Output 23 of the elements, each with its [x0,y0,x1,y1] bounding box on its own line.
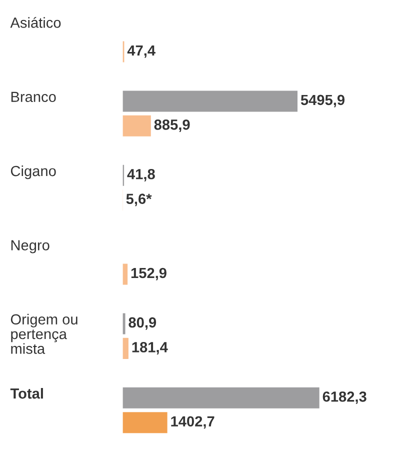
data-label: 5,6* [126,194,152,206]
data-label: 181,4 [132,342,168,354]
data-label: 6182,3 [322,391,366,404]
data-label: 47,4 [127,45,156,58]
bar [122,313,126,334]
bar [122,115,151,136]
bar [122,338,128,359]
bar [122,387,320,408]
y-tick-label: Cigano [10,165,56,180]
y-tick-label: Origem ou pertença mista [10,314,78,354]
bar [122,412,168,434]
data-label: 80,9 [128,317,156,330]
y-tick-label: Branco [11,92,56,102]
data-label: 1402,7 [171,416,214,429]
y-tick-label: Total [10,388,43,399]
y-tick-label: Asiático [10,16,61,28]
data-label: 5495,9 [300,94,345,108]
y-tick-label: Negro [11,240,50,254]
data-label: 152,9 [131,268,166,280]
bar [122,90,298,112]
data-label: 885,9 [154,120,190,132]
data-label: 41,8 [127,168,155,182]
bar [122,264,128,285]
